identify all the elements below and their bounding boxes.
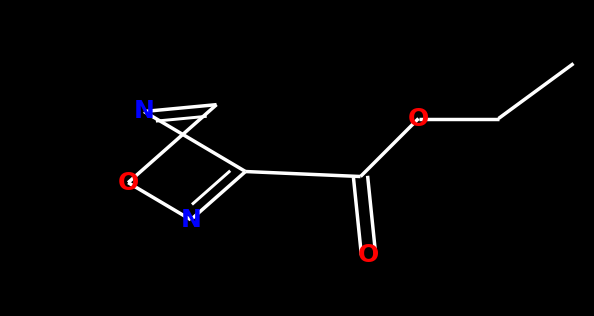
- Text: O: O: [358, 242, 379, 266]
- Text: O: O: [408, 106, 429, 131]
- Text: N: N: [181, 208, 201, 232]
- Text: O: O: [118, 171, 139, 195]
- Text: N: N: [134, 100, 154, 124]
